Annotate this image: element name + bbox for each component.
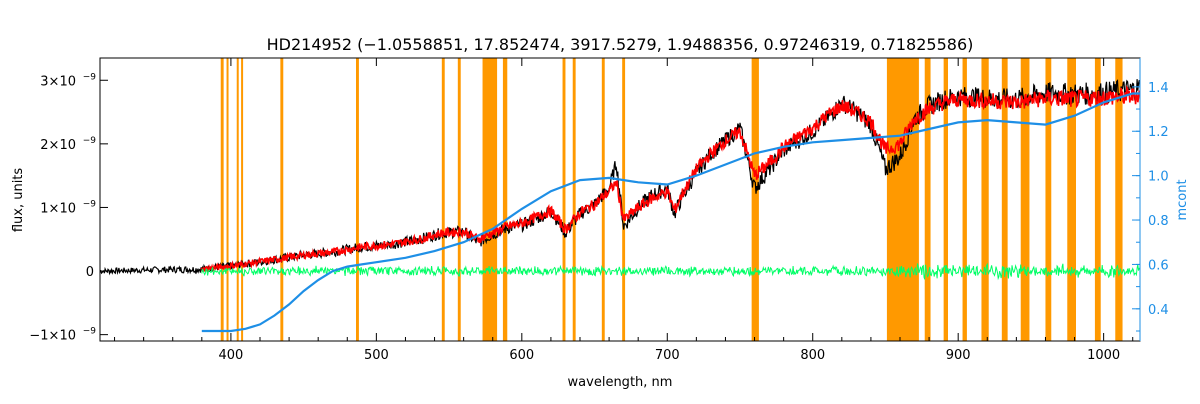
y2-axis-label: mcont	[1175, 179, 1190, 220]
y-tick-exponent-4: −9	[83, 72, 97, 82]
x-tick-label-1: 500	[364, 348, 389, 363]
masked-region-0	[220, 58, 224, 341]
y2-tick-label-2: 0.8	[1148, 214, 1169, 229]
y2-tick-label-3: 1.0	[1148, 170, 1169, 185]
chart-title: HD214952 (−1.0558851, 17.852474, 3917.52…	[267, 35, 974, 54]
masked-region-15	[886, 58, 919, 341]
y-tick-label-1: 0	[86, 265, 94, 280]
masked-region-10	[562, 58, 566, 341]
x-axis: 400 500 600 700 800 900 1000	[114, 58, 1134, 363]
masked-region-19	[981, 58, 989, 341]
masked-region-6	[441, 58, 445, 341]
masked-region-14	[751, 58, 759, 341]
x-tick-label-6: 1000	[1087, 348, 1120, 363]
masked-region-5	[356, 58, 359, 341]
masked-region-18	[962, 58, 967, 341]
y-tick-exponent-2: −9	[83, 199, 97, 209]
y-tick-label-4: 3×10	[40, 74, 76, 89]
masked-region-20	[1001, 58, 1008, 341]
y2-tick-label-1: 0.6	[1148, 258, 1169, 273]
y2-tick-label-0: 0.4	[1148, 303, 1169, 318]
y2-tick-label-4: 1.2	[1148, 125, 1169, 140]
y-tick-exponent-0: −9	[83, 327, 97, 337]
x-tick-label-3: 700	[655, 348, 680, 363]
x-tick-label-0: 400	[218, 348, 243, 363]
masked-region-3	[241, 58, 244, 341]
series-layer	[100, 79, 1140, 333]
masked-region-21	[1020, 58, 1030, 341]
masked-region-11	[572, 58, 576, 341]
y-tick-exponent-3: −9	[83, 136, 97, 146]
masked-region-24	[1094, 58, 1101, 341]
masked-region-2	[236, 58, 239, 341]
masked-region-17	[943, 58, 948, 341]
y2-tick-label-5: 1.4	[1148, 81, 1169, 96]
masked-region-13	[622, 58, 626, 341]
masked-region-16	[924, 58, 931, 341]
masked-region-23	[1067, 58, 1076, 341]
y-tick-label-3: 2×10	[40, 138, 76, 153]
x-axis-label: wavelength, nm	[568, 375, 673, 390]
y-axis-left: −1×10 −9 0 1×10 −9 2×10 −9 3×10 −9	[29, 72, 108, 344]
y-tick-label-2: 1×10	[40, 201, 76, 216]
x-tick-label-2: 600	[509, 348, 534, 363]
masked-region-1	[226, 58, 229, 341]
masked-region-22	[1045, 58, 1052, 341]
masked-region-25	[1115, 58, 1123, 341]
y-tick-label-0: −1×10	[29, 329, 76, 344]
y-axis-label: flux, units	[11, 168, 26, 233]
masked-region-8	[482, 58, 498, 341]
masked-region-9	[502, 58, 508, 341]
model-spectrum-line	[201, 84, 1140, 274]
y-axis-right: 0.4 0.6 0.8 1.0 1.2 1.4	[1132, 58, 1169, 341]
masked-region-7	[457, 58, 461, 341]
residual-line	[201, 262, 1140, 281]
masked-region-4	[280, 58, 284, 341]
continuum-curve	[201, 92, 1140, 333]
x-tick-label-5: 900	[946, 348, 971, 363]
x-tick-label-4: 800	[800, 348, 825, 363]
